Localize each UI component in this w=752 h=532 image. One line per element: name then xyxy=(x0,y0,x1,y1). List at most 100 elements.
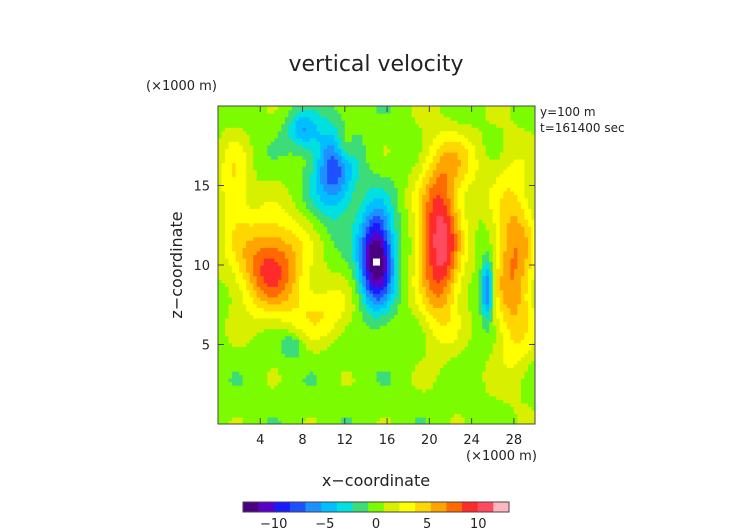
heatmap-cell xyxy=(394,300,399,305)
heatmap-cell xyxy=(404,371,409,376)
heatmap-cell xyxy=(277,240,282,245)
heatmap-cell xyxy=(351,250,356,255)
heatmap-cell xyxy=(404,363,409,369)
heatmap-cell xyxy=(397,325,402,330)
heatmap-cell xyxy=(404,356,409,361)
heatmap-cell xyxy=(281,123,286,128)
heatmap-cell xyxy=(221,254,226,259)
heatmap-cell xyxy=(277,381,282,386)
heatmap-cell xyxy=(267,219,272,224)
heatmap-cell xyxy=(225,120,230,125)
heatmap-cell xyxy=(246,282,251,287)
heatmap-cell xyxy=(327,420,332,424)
heatmap-cell xyxy=(274,144,279,149)
heatmap-cell xyxy=(218,321,223,326)
heatmap-cell xyxy=(337,180,342,185)
heatmap-cell xyxy=(334,272,339,277)
heatmap-cell xyxy=(246,289,251,294)
heatmap-cell xyxy=(355,314,360,319)
heatmap-cell xyxy=(256,254,261,259)
heatmap-cell xyxy=(383,197,388,202)
heatmap-cell xyxy=(330,243,335,248)
heatmap-cell xyxy=(232,201,237,206)
heatmap-cell xyxy=(372,282,378,287)
heatmap-cell xyxy=(288,279,293,284)
heatmap-cell xyxy=(263,180,268,185)
heatmap-cell xyxy=(246,286,251,291)
heatmap-cell xyxy=(334,204,339,210)
heatmap-cell xyxy=(401,144,406,149)
heatmap-cell xyxy=(270,289,275,294)
heatmap-cell xyxy=(334,250,339,255)
heatmap-cell xyxy=(380,339,385,344)
heatmap-cell xyxy=(228,236,233,241)
heatmap-cell xyxy=(299,151,304,157)
heatmap-cell xyxy=(380,399,385,404)
heatmap-cell xyxy=(306,332,311,337)
heatmap-cell xyxy=(256,261,261,266)
heatmap-cell xyxy=(263,155,268,160)
heatmap-cell xyxy=(327,194,332,199)
heatmap-cell xyxy=(309,243,314,248)
heatmap-cell xyxy=(351,197,356,202)
heatmap-cell xyxy=(383,155,388,160)
heatmap-cell xyxy=(358,212,364,217)
heatmap-cell xyxy=(337,254,342,259)
heatmap-cell xyxy=(358,113,364,118)
heatmap-cell xyxy=(249,180,254,185)
heatmap-cell xyxy=(365,166,371,171)
heatmap-cell xyxy=(263,286,268,291)
heatmap-cell xyxy=(344,296,349,301)
heatmap-cell xyxy=(383,233,388,238)
heatmap-cell xyxy=(253,381,258,386)
heatmap-cell xyxy=(327,286,332,291)
heatmap-cell xyxy=(232,335,237,340)
heatmap-cell xyxy=(299,183,304,188)
heatmap-cell xyxy=(291,282,297,287)
heatmap-cell xyxy=(253,378,258,383)
heatmap-cell xyxy=(380,325,385,330)
heatmap-cell xyxy=(267,416,272,422)
heatmap-cell xyxy=(249,194,254,199)
heatmap-cell xyxy=(408,300,413,305)
heatmap-cell xyxy=(369,374,374,379)
heatmap-cell xyxy=(249,190,254,195)
heatmap-cell xyxy=(256,169,261,174)
heatmap-cell xyxy=(327,148,332,153)
heatmap-cell xyxy=(383,127,388,132)
heatmap-cell xyxy=(316,314,321,319)
heatmap-cell xyxy=(334,310,339,316)
heatmap-cell xyxy=(313,120,318,125)
heatmap-cell xyxy=(277,413,282,418)
heatmap-cell xyxy=(288,113,293,118)
heatmap-cell xyxy=(408,212,413,217)
heatmap-cell xyxy=(218,247,223,252)
heatmap-cell xyxy=(380,113,385,118)
heatmap-cell xyxy=(341,247,346,252)
heatmap-cell xyxy=(320,360,325,365)
heatmap-cell xyxy=(394,293,399,298)
heatmap-cell xyxy=(302,233,307,238)
heatmap-cell xyxy=(239,159,244,164)
heatmap-cell xyxy=(306,183,311,188)
heatmap-cell xyxy=(376,180,381,185)
heatmap-cell xyxy=(249,381,254,386)
heatmap-cell xyxy=(337,173,342,178)
heatmap-cell xyxy=(334,374,339,379)
heatmap-cell xyxy=(246,190,251,195)
heatmap-cell xyxy=(249,374,254,379)
heatmap-cell xyxy=(242,236,247,241)
heatmap-cell xyxy=(235,346,240,351)
heatmap-cell xyxy=(270,374,275,379)
heatmap-cell xyxy=(316,279,321,284)
heatmap-cell xyxy=(404,307,409,312)
heatmap-cell xyxy=(401,197,406,202)
heatmap-cell xyxy=(221,166,226,171)
heatmap-cell xyxy=(404,282,409,287)
heatmap-cell xyxy=(316,190,321,195)
heatmap-cell xyxy=(316,296,321,301)
heatmap-cell xyxy=(397,279,402,284)
heatmap-cell xyxy=(291,279,297,284)
heatmap-cell xyxy=(330,314,335,319)
heatmap-cell xyxy=(306,409,311,414)
